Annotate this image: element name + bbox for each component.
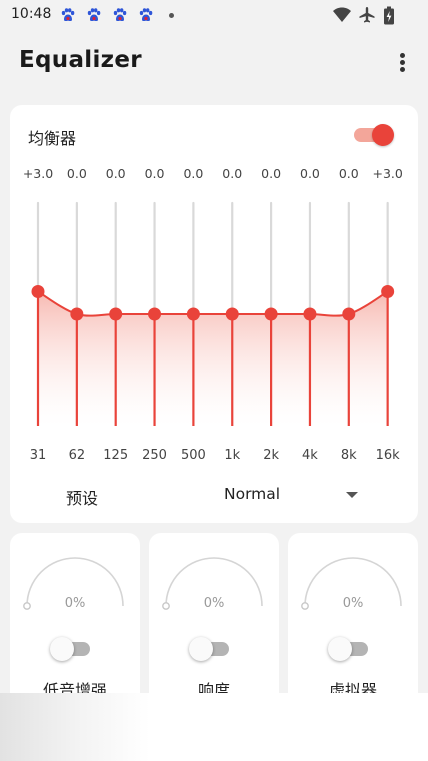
equalizer-graph: +3.0 0.0 0.0 0.0 0.0 0.0 0.0 0.0 0.0 +3.0 31 62 125… [23,166,403,463]
more-vert-icon[interactable] [390,49,414,75]
band-frequency-label: 16k [376,448,401,463]
band-frequency-label: 2k [263,448,279,463]
band-frequency-label: 125 [103,448,128,463]
band-slider-knob[interactable] [264,307,278,321]
band-slider-knob[interactable] [381,285,395,298]
preset-dropdown[interactable]: Normal [215,479,365,509]
battery-charging-icon [384,6,394,25]
equalizer-switch[interactable] [354,124,394,146]
band-knobs [31,285,395,321]
dial-handle[interactable] [162,602,170,610]
band-frequency-label: 1k [224,448,240,463]
dropdown-arrow-icon [346,492,358,498]
band-gain-label: 0.0 [183,166,203,181]
loudness-percent: 0% [203,596,225,611]
bottom-gesture-area [0,693,428,761]
band-gain-label: +3.0 [372,166,402,181]
loudness-switch[interactable] [189,636,231,662]
notification-dot [169,13,174,18]
paw-icon [113,8,127,22]
frequency-labels: 31 62 125 250 500 1k 2k 4k 8k 16k [30,448,400,463]
band-gain-label: 0.0 [222,166,242,181]
virtualizer-percent: 0% [342,596,364,611]
bass-boost-dial[interactable] [10,533,140,623]
dial-handle[interactable] [23,602,31,610]
wifi-icon [333,7,351,22]
airplane-mode-icon [359,7,375,23]
loudness-dial[interactable] [149,533,279,623]
band-gain-label: +3.0 [23,166,53,181]
status-bar: 10:48 [0,0,428,30]
status-time: 10:48 [11,6,52,22]
band-slider-knob[interactable] [186,307,200,321]
bass-boost-percent: 0% [64,596,86,611]
band-gain-label: 0.0 [145,166,165,181]
paw-icon [87,8,101,22]
band-frequency-label: 4k [302,448,318,463]
eq-curve [37,290,389,317]
virtualizer-switch[interactable] [328,636,370,662]
band-slider-knob[interactable] [31,285,45,298]
equalizer-label: 均衡器 [28,129,77,148]
band-frequency-label: 31 [30,448,47,463]
band-gain-label: 0.0 [106,166,126,181]
band-slider-knob[interactable] [225,307,239,321]
band-slider-knob[interactable] [303,307,317,321]
page-title: Equalizer [19,47,142,73]
band-frequency-label: 62 [69,448,86,463]
band-slider-knob[interactable] [148,307,162,321]
bass-boost-switch[interactable] [50,636,92,662]
paw-icon [61,8,75,22]
paw-icon [139,8,153,22]
band-gain-label: 0.0 [339,166,359,181]
preset-value: Normal [224,485,281,503]
band-gain-label: 0.0 [300,166,320,181]
band-frequency-label: 500 [181,448,206,463]
preset-label: 预设 [66,489,99,508]
band-stems [36,291,389,426]
eq-curve-fill [38,291,388,426]
band-slider-knob[interactable] [342,307,356,321]
band-gain-label: 0.0 [261,166,281,181]
dial-handle[interactable] [301,602,309,610]
band-frequency-label: 8k [341,448,357,463]
band-tracks [36,201,389,316]
band-frequency-label: 250 [142,448,167,463]
band-slider-knob[interactable] [109,307,123,321]
band-gain-label: 0.0 [67,166,87,181]
band-slider-knob[interactable] [70,307,84,321]
equalizer-card: +3.0 0.0 0.0 0.0 0.0 0.0 0.0 0.0 0.0 +3.0 31 62 125… [10,105,418,523]
virtualizer-dial[interactable] [288,533,418,623]
gain-labels: +3.0 0.0 0.0 0.0 0.0 0.0 0.0 0.0 0.0 +3.0 [23,166,403,181]
